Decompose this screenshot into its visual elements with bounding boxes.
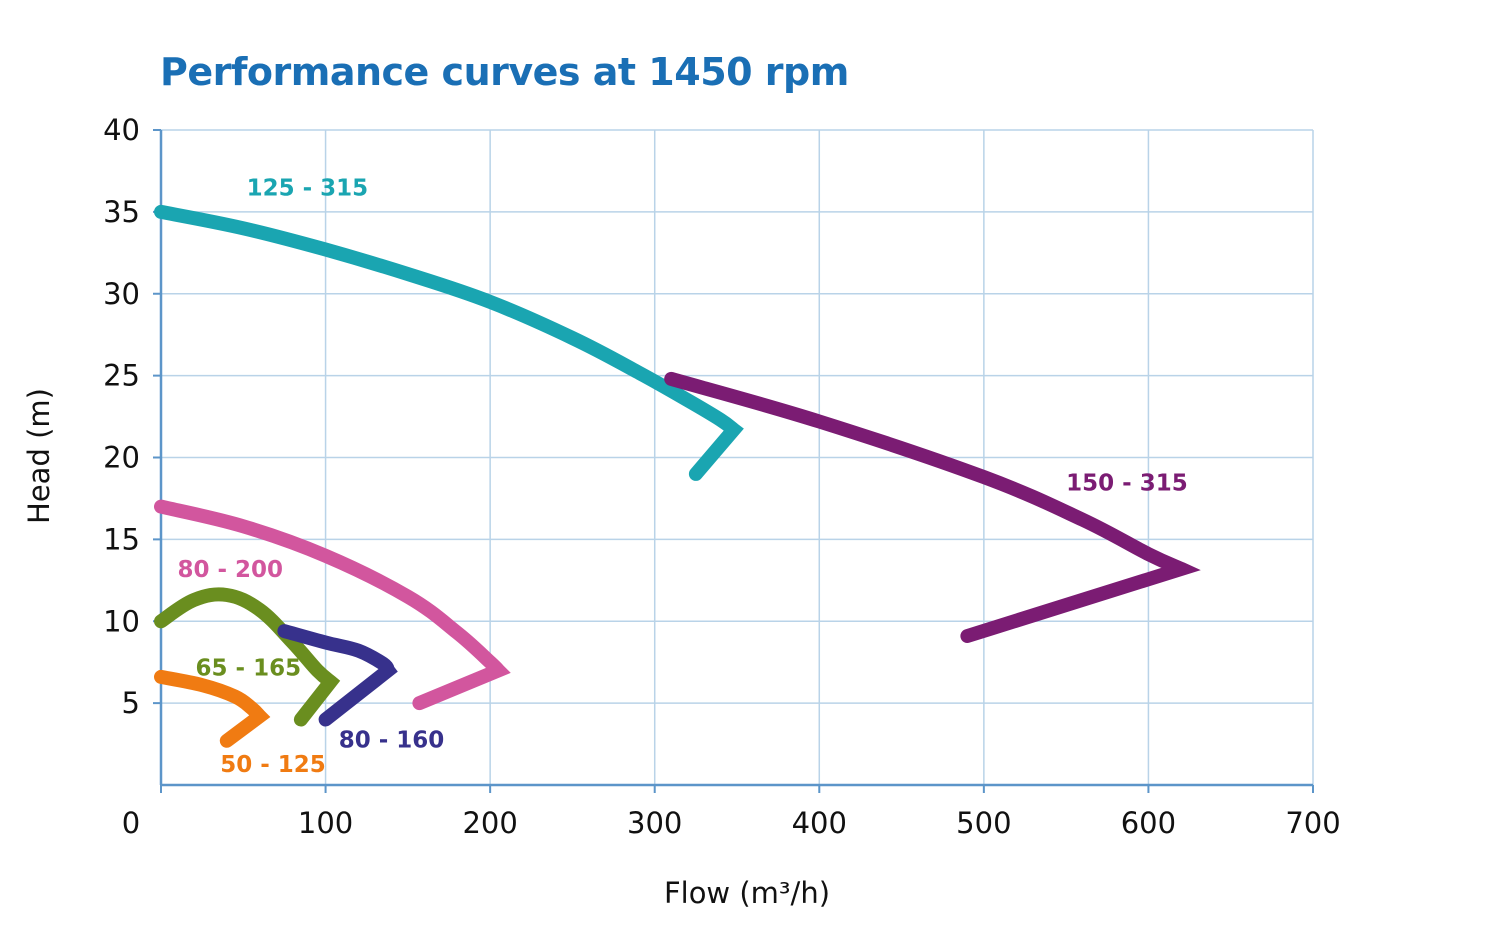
chart-title: Performance curves at 1450 rpm xyxy=(160,50,849,94)
y-tick-label: 25 xyxy=(103,359,140,393)
series-label: 65 - 165 xyxy=(196,655,302,681)
series-line-65-165 xyxy=(154,587,341,727)
axes: 0 100 200 300 400 500 600 700 5 10 15 20 25 30 35 40 xyxy=(103,113,1341,840)
x-tick-label: 600 xyxy=(1121,806,1176,840)
y-tick-label: 5 xyxy=(122,686,140,720)
x-tick-label: 200 xyxy=(462,806,517,840)
series-group xyxy=(154,204,1201,748)
y-tick-label: 20 xyxy=(103,441,140,475)
series-label: 150 - 315 xyxy=(1066,470,1188,496)
series-label: 80 - 160 xyxy=(339,727,445,753)
y-axis-label: Head (m) xyxy=(22,388,56,524)
series-label: 50 - 125 xyxy=(220,752,326,778)
y-tick-label: 30 xyxy=(103,277,140,311)
x-axis-label: Flow (m³/h) xyxy=(664,876,830,910)
y-tick-label: 35 xyxy=(103,195,140,229)
y-tick-label: 10 xyxy=(103,604,140,638)
x-tick-label: 300 xyxy=(627,806,682,840)
y-tick-label: 15 xyxy=(103,522,140,556)
x-tick-label: 100 xyxy=(298,806,353,840)
series-line-125-315 xyxy=(154,204,744,481)
series-labels: 125 - 315 150 - 315 80 - 200 65 - 165 80 - 1… xyxy=(177,176,1187,778)
series-line-50-125 xyxy=(154,669,271,748)
x-tick-label: 700 xyxy=(1285,806,1340,840)
x-tick-label: 500 xyxy=(956,806,1011,840)
series-label: 80 - 200 xyxy=(177,557,283,583)
y-tick-label: 40 xyxy=(103,113,140,147)
series-line-150-315 xyxy=(664,371,1201,643)
series-line-80-160 xyxy=(277,624,398,727)
series-label: 125 - 315 xyxy=(247,176,369,202)
x-tick-label: 0 xyxy=(122,806,140,840)
x-tick-label: 400 xyxy=(792,806,847,840)
series-line-80-200 xyxy=(154,499,511,711)
